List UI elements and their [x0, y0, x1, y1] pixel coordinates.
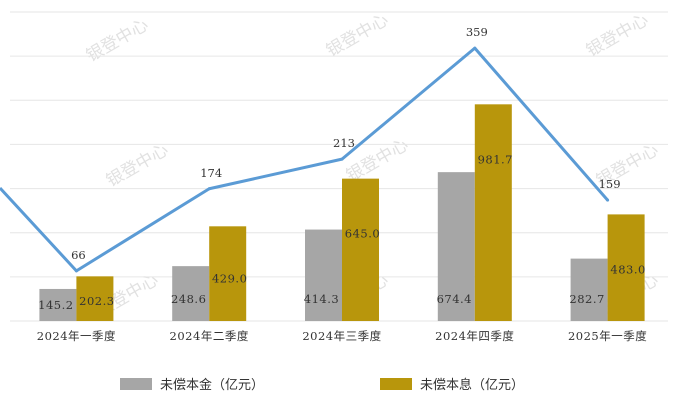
legend-label: 未偿本息（亿元） [420, 377, 524, 393]
data-label: 645.0 [345, 227, 380, 241]
value-labels: 145.2 248.6 414.3 674.4 282.7 202.3 429.0 645.0… [38, 25, 645, 312]
x-tick-label: 2024年三季度 [302, 329, 381, 343]
data-label: 414.3 [304, 292, 339, 306]
line-point [340, 157, 344, 161]
watermark-text: 银登中心 [83, 15, 152, 66]
bar-principal-0 [39, 288, 77, 321]
line-point [606, 198, 610, 202]
watermark-text: 银登中心 [103, 140, 172, 191]
data-label: 981.7 [478, 152, 513, 166]
bar-total-0 [76, 276, 114, 321]
line-point [473, 46, 477, 50]
bar-total-1 [209, 226, 247, 321]
line-point [74, 269, 78, 273]
bars [39, 104, 645, 321]
bar-total-3 [474, 104, 512, 321]
x-tick-label: 2024年二季度 [170, 329, 249, 343]
bar-principal-1 [172, 266, 210, 321]
x-tick-label: 2024年一季度 [37, 329, 116, 343]
data-label: 282.7 [569, 292, 604, 306]
line-point [207, 187, 211, 191]
x-axis-ticks: 2024年一季度 2024年二季度 2024年三季度 2024年四季度 2025年一季度 [37, 329, 647, 343]
data-label: 202.3 [79, 294, 114, 308]
watermark-text: 银登中心 [323, 10, 392, 61]
bar-principal-2 [305, 229, 342, 321]
data-label: 145.2 [38, 298, 73, 312]
legend-swatch [120, 378, 152, 390]
bar-total-4 [607, 214, 645, 321]
bar-principal-4 [570, 258, 608, 321]
bar-principal-3 [437, 172, 475, 321]
x-tick-label: 2025年一季度 [568, 329, 647, 343]
bar-total-2 [342, 178, 379, 321]
line-label: 159 [599, 177, 621, 191]
line-series [0, 46, 610, 273]
data-label: 674.4 [437, 292, 472, 306]
legend: 未偿本金（亿元） 未偿本息（亿元） [120, 377, 524, 393]
data-label: 248.6 [171, 292, 206, 306]
legend-label: 未偿本金（亿元） [160, 377, 264, 393]
watermark-text: 银登中心 [583, 10, 652, 61]
legend-swatch [380, 378, 412, 390]
data-label: 483.0 [610, 262, 645, 276]
x-tick-label: 2024年四季度 [435, 329, 514, 343]
data-label: 429.0 [212, 271, 247, 285]
line-label: 213 [333, 136, 355, 150]
line-label: 359 [466, 25, 488, 39]
line-path [0, 46, 609, 273]
line-label: 66 [71, 248, 86, 262]
line-label: 174 [200, 166, 222, 180]
